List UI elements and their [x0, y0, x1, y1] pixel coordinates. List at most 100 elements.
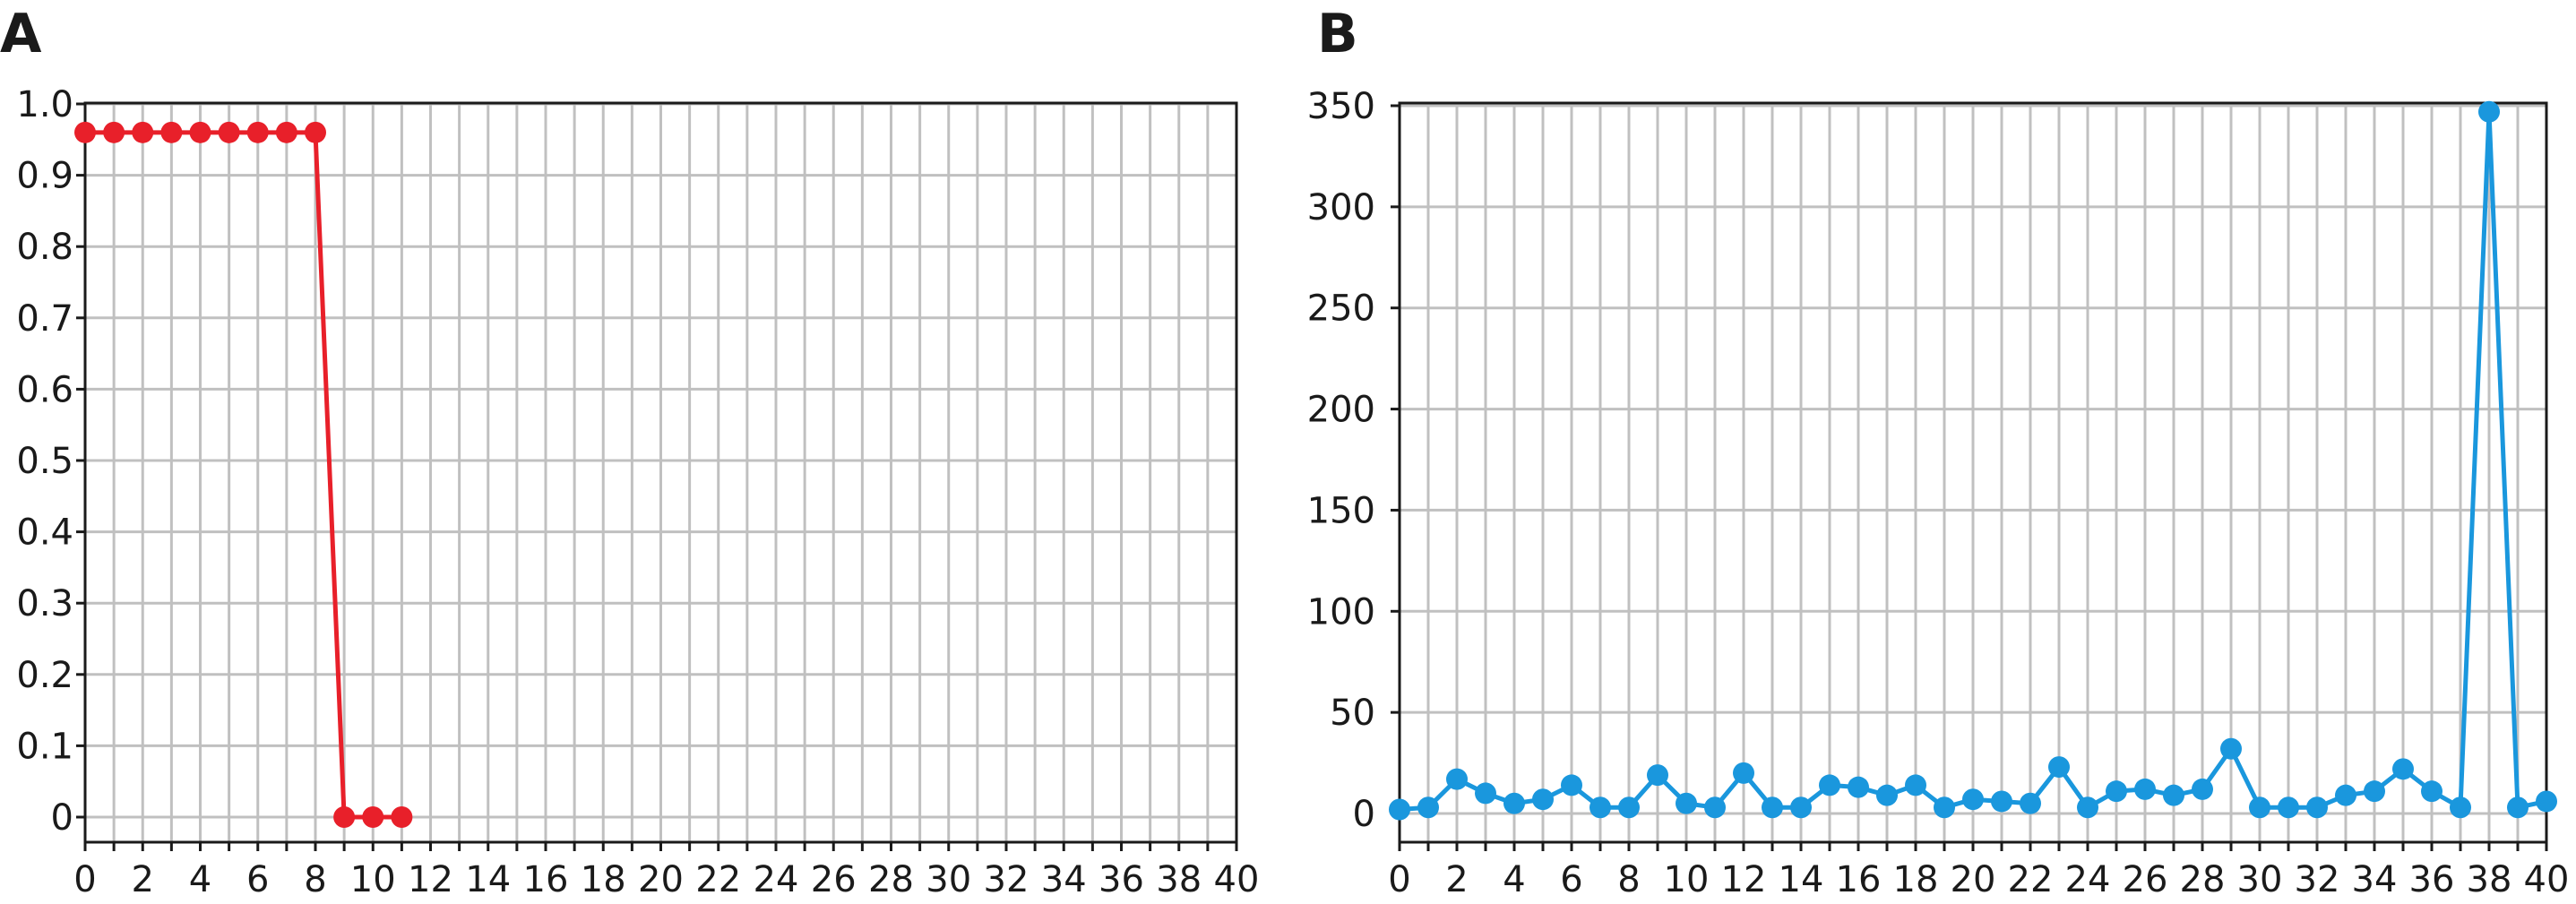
x-tick-label: 18 [1893, 859, 1939, 900]
x-tick-label: 24 [754, 859, 799, 900]
panel-A: A0 2 4 6 8 10 12 14 16 18 20 22 24 26 28 30 32 34 36 38 4000… [0, 3, 1259, 900]
x-tick-label: 26 [2123, 859, 2168, 900]
y-tick-label: 0 [1353, 794, 1375, 835]
data-point [2249, 796, 2270, 819]
x-tick-label: 38 [1156, 859, 1202, 900]
data-point [2048, 756, 2070, 779]
x-tick-label: 32 [2295, 859, 2340, 900]
x-tick-label: 4 [189, 859, 211, 900]
x-tick-label: 16 [523, 859, 569, 900]
data-point [132, 121, 154, 143]
x-tick-label: 26 [811, 859, 857, 900]
data-point [2106, 780, 2127, 803]
panel-label: B [1317, 3, 1358, 65]
x-tick-label: 34 [1041, 859, 1087, 900]
x-tick-label: 8 [1617, 859, 1640, 900]
x-tick-label: 40 [1214, 859, 1260, 900]
data-point [1561, 774, 1582, 796]
data-point [1503, 792, 1525, 814]
x-tick-label: 18 [581, 859, 626, 900]
data-point [391, 806, 413, 828]
x-tick-label: 30 [926, 859, 971, 900]
data-point [1962, 788, 1984, 811]
data-point [218, 121, 240, 143]
x-tick-label: 10 [1664, 859, 1710, 900]
data-point [1790, 796, 1812, 819]
x-tick-label: 20 [1951, 859, 1996, 900]
data-point [1905, 774, 1926, 796]
x-tick-label: 14 [1779, 859, 1824, 900]
y-tick-label: 50 [1330, 693, 1375, 734]
data-point [246, 121, 269, 143]
data-point [160, 121, 183, 143]
series-line [85, 130, 402, 820]
x-tick-label: 6 [246, 859, 269, 900]
data-point [2478, 100, 2500, 123]
y-tick-label: 0.4 [16, 512, 73, 554]
x-tick-label: 12 [1721, 859, 1767, 900]
panel-B: B0 2 4 6 8 10 12 14 16 18 20 22 24 26 28 30 32 34 36 38 4005… [1307, 3, 2570, 900]
x-tick-label: 34 [2352, 859, 2398, 900]
x-tick-label: 10 [350, 859, 396, 900]
data-point [2134, 778, 2156, 800]
x-tick-label: 0 [73, 859, 96, 900]
x-tick-label: 12 [408, 859, 453, 900]
data-point [305, 121, 326, 143]
y-tick-label: 0.9 [16, 156, 73, 197]
y-tick-label: 0.5 [16, 441, 73, 482]
y-tick-label: 300 [1307, 187, 1375, 228]
data-point [1991, 790, 2012, 813]
data-point [2335, 784, 2356, 806]
data-point [362, 806, 384, 828]
x-tick-label: 0 [1388, 859, 1410, 900]
data-point [2077, 796, 2098, 819]
data-point [74, 121, 96, 143]
x-tick-label: 14 [465, 859, 511, 900]
x-tick-label: 30 [2237, 859, 2283, 900]
x-tick-label: 4 [1503, 859, 1525, 900]
y-tick-label: 250 [1307, 288, 1375, 330]
data-point [2392, 758, 2414, 780]
x-tick-label: 40 [2524, 859, 2570, 900]
data-point [2163, 784, 2184, 806]
data-point [1417, 796, 1439, 819]
x-tick-label: 28 [2180, 859, 2226, 900]
data-point [1590, 796, 1611, 819]
data-point [1876, 784, 1898, 806]
x-tick-label: 28 [868, 859, 914, 900]
data-point [1762, 796, 1783, 819]
data-point [2306, 796, 2328, 819]
data-point [1676, 792, 1697, 814]
data-point [2507, 796, 2529, 819]
y-tick-label: 100 [1307, 591, 1375, 633]
data-point [1647, 764, 1668, 787]
data-point [189, 121, 211, 143]
data-point [2450, 796, 2471, 819]
data-point [2536, 790, 2557, 813]
data-point [2278, 796, 2299, 819]
x-tick-label: 20 [638, 859, 684, 900]
data-point [2220, 737, 2242, 760]
x-tick-label: 22 [695, 859, 741, 900]
y-tick-label: 200 [1307, 390, 1375, 431]
panel-label: A [0, 3, 42, 65]
x-tick-label: 6 [1560, 859, 1582, 900]
x-tick-label: 8 [304, 859, 326, 900]
y-tick-label: 350 [1307, 86, 1375, 127]
data-point [2020, 792, 2041, 814]
data-point [1733, 762, 1754, 784]
data-point [2421, 780, 2442, 803]
data-point [1475, 782, 1496, 805]
data-point [103, 121, 125, 143]
data-point [333, 806, 356, 828]
data-point [1618, 796, 1640, 819]
y-tick-label: 150 [1307, 490, 1375, 531]
data-point [1532, 788, 1554, 811]
data-point [1389, 798, 1410, 821]
x-tick-label: 24 [2065, 859, 2111, 900]
x-tick-label: 2 [132, 859, 154, 900]
y-tick-label: 0.1 [16, 726, 73, 767]
data-point [1704, 796, 1726, 819]
